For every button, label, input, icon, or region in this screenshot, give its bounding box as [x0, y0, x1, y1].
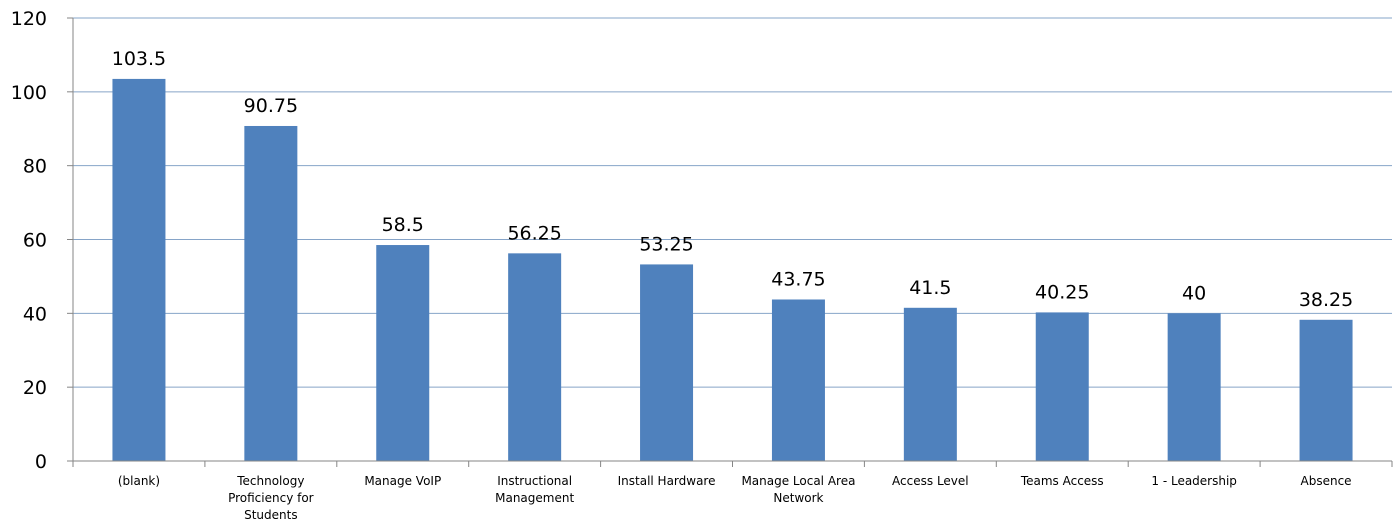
- y-tick-label: 80: [23, 156, 47, 178]
- data-label: 40: [1182, 282, 1206, 304]
- category-label: Technology: [236, 474, 304, 488]
- bar: [244, 125, 298, 461]
- category-label: Students: [244, 508, 298, 522]
- bar: [1035, 312, 1089, 461]
- data-label: 43.75: [771, 268, 825, 290]
- bars: [112, 78, 1353, 461]
- data-labels: 103.5 90.75 58.5 56.25 53.25 43.75 41.5 40.25 40…: [112, 48, 1354, 311]
- bar: [1167, 313, 1221, 461]
- category-label: (blank): [118, 474, 160, 488]
- bar: [508, 253, 562, 461]
- bar: [112, 78, 166, 461]
- data-label: 40.25: [1035, 281, 1089, 303]
- bar: [376, 245, 430, 461]
- y-axis-tick-labels: 0 20 40 60 80 100 120: [11, 8, 47, 473]
- category-label: Manage Local Area: [741, 474, 855, 488]
- data-label: 41.5: [909, 277, 951, 299]
- bar: [903, 307, 957, 461]
- bar: [771, 299, 825, 461]
- category-label: Teams Access: [1020, 474, 1104, 488]
- data-label: 56.25: [507, 222, 561, 244]
- category-label: Management: [495, 491, 574, 505]
- y-tick-label: 20: [23, 377, 47, 399]
- data-label: 103.5: [112, 48, 166, 70]
- category-label: Instructional: [497, 474, 572, 488]
- data-label: 58.5: [382, 214, 424, 236]
- y-tick-label: 100: [11, 82, 47, 104]
- bar: [1299, 319, 1353, 461]
- category-label: Access Level: [892, 474, 969, 488]
- y-tick-label: 0: [35, 451, 47, 473]
- category-label: Proficiency for: [228, 491, 314, 505]
- y-tick-label: 40: [23, 303, 47, 325]
- y-tick-label: 60: [23, 230, 47, 252]
- data-label: 38.25: [1299, 289, 1353, 311]
- category-label: Install Hardware: [618, 474, 716, 488]
- data-label: 53.25: [639, 233, 693, 255]
- data-label: 90.75: [244, 95, 298, 117]
- category-label: Network: [773, 491, 823, 505]
- axes: [67, 17, 1393, 467]
- category-label: 1 - Leadership: [1151, 474, 1237, 488]
- bar: [640, 264, 694, 461]
- y-tick-label: 120: [11, 8, 47, 30]
- x-axis-category-labels: (blank) Technology Proficiency for Students…: [118, 474, 1352, 522]
- category-label: Manage VoIP: [364, 474, 441, 488]
- category-label: Absence: [1301, 474, 1352, 488]
